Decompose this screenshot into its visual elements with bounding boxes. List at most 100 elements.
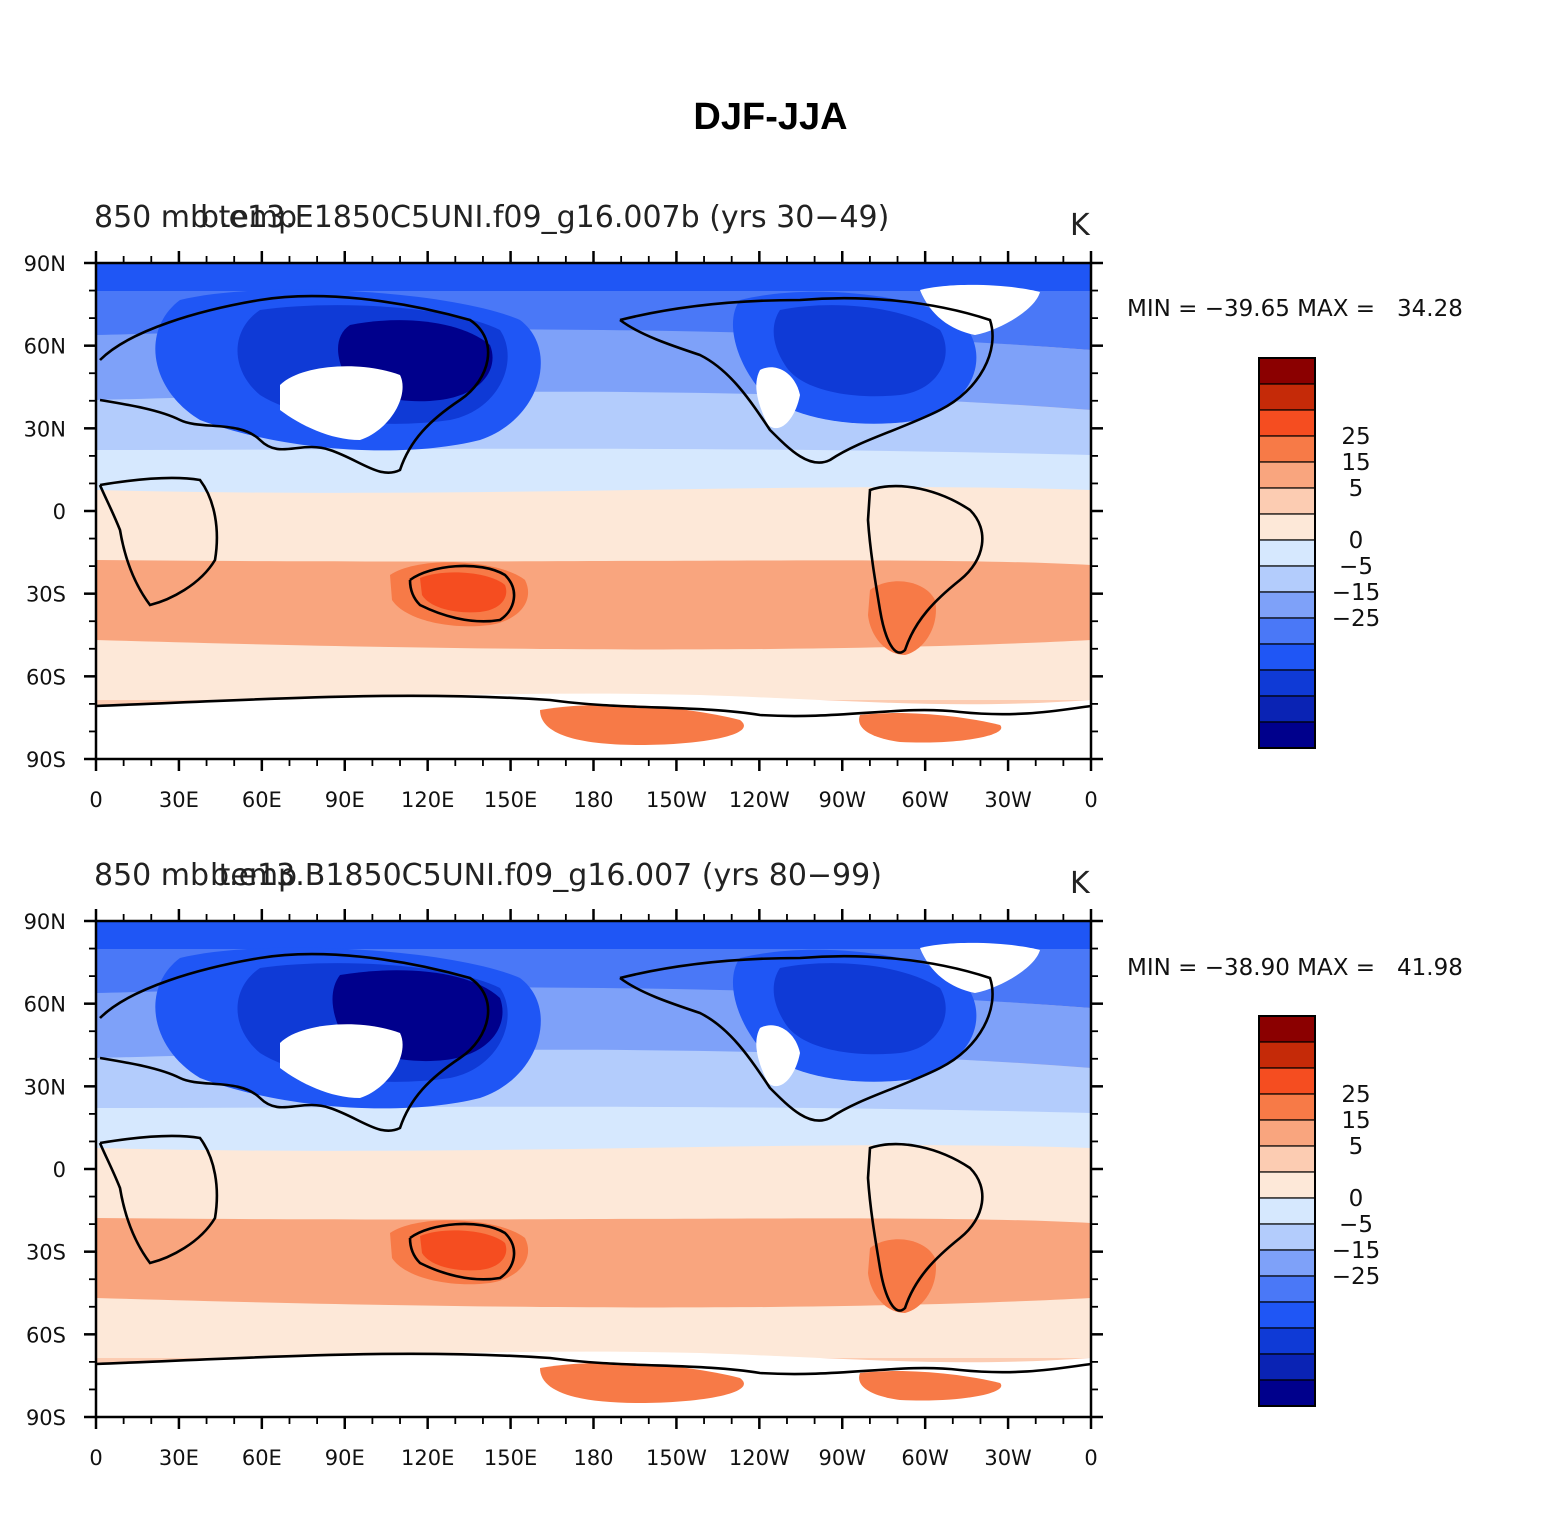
panel2-colorbar-label: 25 <box>1341 1082 1370 1108</box>
panel1-colorbar-label: 0 <box>1349 528 1364 554</box>
panel1-lon-tick-label: 120W <box>729 788 790 812</box>
panel2-lon-tick-label: 120E <box>401 1446 454 1470</box>
panel2-colorbar-box <box>1258 1093 1316 1121</box>
panel2-map: 0 30E 60E 90E 120E 150E 180 150W 120W 90W 60W 30W 09… <box>24 909 1103 1470</box>
panel2-colorbar-box <box>1258 1353 1316 1381</box>
panel1-colorbar-box <box>1258 565 1316 593</box>
panel2-lon-tick-label: 90E <box>325 1446 365 1470</box>
panel1-colorbar-box <box>1258 487 1316 515</box>
panel1-colorbar-label: −25 <box>1332 606 1381 632</box>
panel2-units: K <box>1070 866 1090 901</box>
panel1-colorbar-box <box>1258 357 1316 385</box>
panel1-lat-tick-label: 90N <box>24 252 66 276</box>
panel2-colorbar-label: 0 <box>1349 1186 1364 1212</box>
panel2-lat-tick-label: 0 <box>53 1158 66 1182</box>
panel2-lon-tick-label: 150W <box>646 1446 707 1470</box>
panel2-contour-field <box>96 921 1091 1417</box>
panel1-colorbar-box <box>1258 435 1316 463</box>
panel1-lat-tick-label: 30S <box>26 583 66 607</box>
panel2-colorbar-label: −25 <box>1332 1264 1381 1290</box>
panel1-lon-tick-label: 150E <box>484 788 537 812</box>
panel2-colorbar-box <box>1258 1327 1316 1355</box>
panel2-colorbar-label: −15 <box>1332 1238 1381 1264</box>
panel2-variable-title: 850 mb temp <box>94 858 298 893</box>
panel2-lat-tick-label: 30N <box>24 1075 66 1099</box>
panel1-lat-tick-label: 0 <box>53 500 66 524</box>
panel1-lat-tick-label: 30N <box>24 417 66 441</box>
panel2-lon-tick-label: 180 <box>573 1446 613 1470</box>
panel1-colorbar-box <box>1258 539 1316 567</box>
panel1-colorbar-box <box>1258 461 1316 489</box>
panel2-lon-tick-label: 30E <box>159 1446 199 1470</box>
panel2-coastlines <box>96 952 1091 1376</box>
panel1-colorbar-box <box>1258 409 1316 437</box>
panel1-colorbar-box <box>1258 695 1316 723</box>
panel1-colorbar-box <box>1258 383 1316 411</box>
panel2-lon-tick-label: 60E <box>242 1446 282 1470</box>
panel2-colorbar-box <box>1258 1379 1316 1407</box>
panel2-lat-tick-label: 90S <box>26 1406 66 1430</box>
panel1-coastlines <box>96 294 1091 718</box>
panel1-lat-tick-label: 60S <box>26 665 66 689</box>
figure-title: DJF-JJA <box>693 96 848 138</box>
panel1-lon-tick-label: 0 <box>1084 788 1097 812</box>
panel1-colorbar-box <box>1258 591 1316 619</box>
panel1-colorbar-label: −15 <box>1332 580 1381 606</box>
panel2-lat-tick-label: 90N <box>24 910 66 934</box>
panel2-lon-tick-label: 30W <box>984 1446 1032 1470</box>
panel2-colorbar-label: 15 <box>1341 1108 1370 1134</box>
panel1-lon-tick-label: 90W <box>819 788 867 812</box>
panel2-lat-tick-label: 30S <box>26 1241 66 1265</box>
panel1-lon-tick-label: 0 <box>89 788 102 812</box>
panel1-lon-tick-label: 60E <box>242 788 282 812</box>
panel1-minmax: MIN = −39.65 MAX = 34.28 <box>1127 296 1463 322</box>
panel1-lat-tick-label: 60N <box>24 335 66 359</box>
panel1-colorbar-label: 15 <box>1341 450 1370 476</box>
panel2-colorbar-box <box>1258 1015 1316 1043</box>
panel1-variable-title: 850 mb temp <box>94 200 298 235</box>
panel2-colorbar-box <box>1258 1067 1316 1095</box>
panel1-lon-tick-label: 30E <box>159 788 199 812</box>
panel2-colorbar-box <box>1258 1119 1316 1147</box>
panel1-lon-tick-label: 30W <box>984 788 1032 812</box>
panel1-colorbar-label: −5 <box>1339 554 1373 580</box>
panel2-lon-tick-label: 0 <box>1084 1446 1097 1470</box>
panel2-lon-tick-label: 150E <box>484 1446 537 1470</box>
panel2-minmax: MIN = −38.90 MAX = 41.98 <box>1127 955 1463 981</box>
panel2-lat-tick-label: 60S <box>26 1323 66 1347</box>
panel2-colorbar-label: −5 <box>1339 1212 1373 1238</box>
panel1-colorbar-label: 25 <box>1341 424 1370 450</box>
panel2-lat-tick-label: 60N <box>24 993 66 1017</box>
panel2-case-title: b.e13.B1850C5UNI.f09_g16.007 (yrs 80−99) <box>210 858 882 893</box>
panel1-lon-tick-label: 120E <box>401 788 454 812</box>
panel2-lon-tick-label: 90W <box>819 1446 867 1470</box>
panel1-lon-tick-label: 60W <box>901 788 949 812</box>
panel2-colorbar-box <box>1258 1249 1316 1277</box>
panel2-colorbar-label: 5 <box>1349 1134 1364 1160</box>
panel2-colorbar-box <box>1258 1197 1316 1225</box>
panel1-colorbar-box <box>1258 617 1316 645</box>
panel2-colorbar-box <box>1258 1275 1316 1303</box>
panel1-lon-tick-label: 150W <box>646 788 707 812</box>
panel1-units: K <box>1070 208 1090 243</box>
panel2-axis-ticks: 0 30E 60E 90E 120E 150E 180 150W 120W 90W 60W 30W 09… <box>24 909 1103 1470</box>
panel2-colorbar-box <box>1258 1223 1316 1251</box>
panel1-colorbar-box <box>1258 669 1316 697</box>
panel2-lon-tick-label: 60W <box>901 1446 949 1470</box>
panel1-map: 0 30E 60E 90E 120E 150E 180 150W 120W 90W 60W 30W 09… <box>24 251 1103 812</box>
panel2-lon-tick-label: 0 <box>89 1446 102 1470</box>
panel2-colorbar-box <box>1258 1145 1316 1173</box>
panel1-case-title: b.e13.E1850C5UNI.f09_g16.007b (yrs 30−49… <box>200 200 890 235</box>
panel2-lon-tick-label: 120W <box>729 1446 790 1470</box>
panel2-colorbar-box <box>1258 1171 1316 1199</box>
panel2-colorbar-box <box>1258 1041 1316 1069</box>
panel1-colorbar-box <box>1258 513 1316 541</box>
panel1-colorbar-box <box>1258 643 1316 671</box>
panel2-colorbar-box <box>1258 1301 1316 1329</box>
panel1-contour-field <box>96 263 1091 759</box>
panel1-axis-ticks: 0 30E 60E 90E 120E 150E 180 150W 120W 90W 60W 30W 09… <box>24 251 1103 812</box>
panel1-colorbar-box <box>1258 721 1316 749</box>
